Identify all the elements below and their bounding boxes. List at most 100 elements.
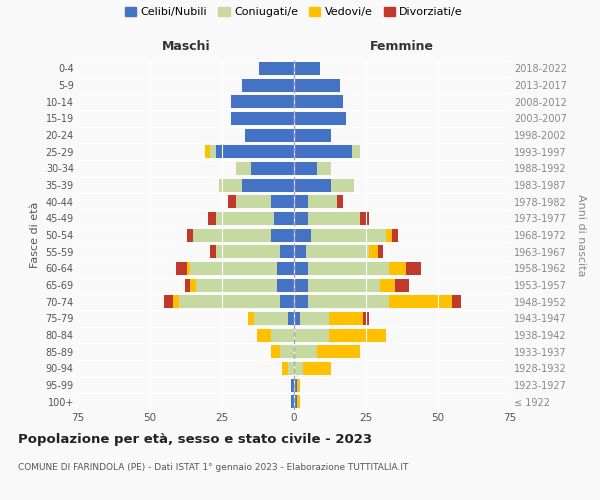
Bar [294, 295, 308, 308]
Bar [251, 162, 294, 175]
Bar [216, 212, 274, 225]
Bar [242, 78, 294, 92]
Legend: Celibi/Nubili, Coniugati/e, Vedovi/e, Divorziati/e: Celibi/Nubili, Coniugati/e, Vedovi/e, Di… [121, 2, 467, 22]
Bar [277, 262, 294, 275]
Bar [329, 312, 363, 325]
Bar [395, 278, 409, 291]
Bar [288, 312, 294, 325]
Bar [205, 145, 211, 158]
Bar [274, 212, 294, 225]
Text: Femmine: Femmine [370, 40, 434, 52]
Bar [190, 278, 196, 291]
Bar [297, 395, 300, 408]
Bar [392, 228, 398, 241]
Bar [294, 312, 300, 325]
Bar [294, 195, 308, 208]
Bar [294, 378, 297, 392]
Bar [294, 78, 340, 92]
Bar [294, 278, 308, 291]
Bar [216, 245, 280, 258]
Bar [308, 278, 380, 291]
Bar [228, 195, 236, 208]
Bar [294, 145, 352, 158]
Bar [294, 128, 331, 141]
Y-axis label: Fasce di età: Fasce di età [30, 202, 40, 268]
Bar [208, 212, 216, 225]
Bar [211, 245, 216, 258]
Y-axis label: Anni di nascita: Anni di nascita [575, 194, 586, 276]
Bar [187, 262, 190, 275]
Bar [242, 178, 294, 192]
Bar [277, 278, 294, 291]
Bar [311, 228, 386, 241]
Bar [230, 112, 294, 125]
Bar [280, 345, 294, 358]
Bar [187, 228, 193, 241]
Bar [185, 278, 190, 291]
Bar [363, 312, 369, 325]
Bar [271, 228, 294, 241]
Bar [291, 395, 294, 408]
Bar [283, 362, 288, 375]
Bar [406, 262, 421, 275]
Bar [294, 395, 297, 408]
Bar [294, 95, 343, 108]
Bar [280, 295, 294, 308]
Bar [308, 212, 360, 225]
Bar [360, 212, 369, 225]
Bar [308, 195, 337, 208]
Bar [173, 295, 179, 308]
Bar [294, 228, 311, 241]
Bar [216, 145, 294, 158]
Bar [294, 212, 308, 225]
Bar [294, 162, 317, 175]
Bar [297, 378, 300, 392]
Bar [230, 95, 294, 108]
Bar [271, 195, 294, 208]
Bar [308, 295, 389, 308]
Bar [389, 295, 452, 308]
Bar [369, 245, 377, 258]
Bar [271, 328, 294, 342]
Bar [337, 195, 343, 208]
Bar [380, 278, 395, 291]
Bar [271, 345, 280, 358]
Bar [196, 278, 277, 291]
Bar [300, 312, 329, 325]
Bar [211, 145, 216, 158]
Bar [259, 62, 294, 75]
Bar [164, 295, 173, 308]
Bar [193, 228, 271, 241]
Bar [389, 262, 406, 275]
Bar [254, 312, 288, 325]
Bar [294, 345, 317, 358]
Bar [294, 328, 329, 342]
Bar [305, 245, 369, 258]
Bar [317, 345, 360, 358]
Bar [245, 128, 294, 141]
Bar [219, 178, 242, 192]
Bar [331, 178, 355, 192]
Bar [248, 312, 254, 325]
Bar [294, 112, 346, 125]
Bar [377, 245, 383, 258]
Bar [294, 178, 331, 192]
Bar [291, 378, 294, 392]
Bar [352, 145, 360, 158]
Bar [257, 328, 271, 342]
Bar [308, 262, 389, 275]
Bar [236, 195, 271, 208]
Bar [294, 262, 308, 275]
Bar [317, 162, 331, 175]
Bar [236, 162, 251, 175]
Bar [386, 228, 392, 241]
Bar [179, 295, 280, 308]
Bar [452, 295, 461, 308]
Bar [302, 362, 331, 375]
Text: COMUNE DI FARINDOLA (PE) - Dati ISTAT 1° gennaio 2023 - Elaborazione TUTTITALIA.: COMUNE DI FARINDOLA (PE) - Dati ISTAT 1°… [18, 462, 409, 471]
Bar [288, 362, 294, 375]
Bar [294, 362, 302, 375]
Bar [294, 245, 305, 258]
Text: Popolazione per età, sesso e stato civile - 2023: Popolazione per età, sesso e stato civil… [18, 432, 372, 446]
Bar [329, 328, 386, 342]
